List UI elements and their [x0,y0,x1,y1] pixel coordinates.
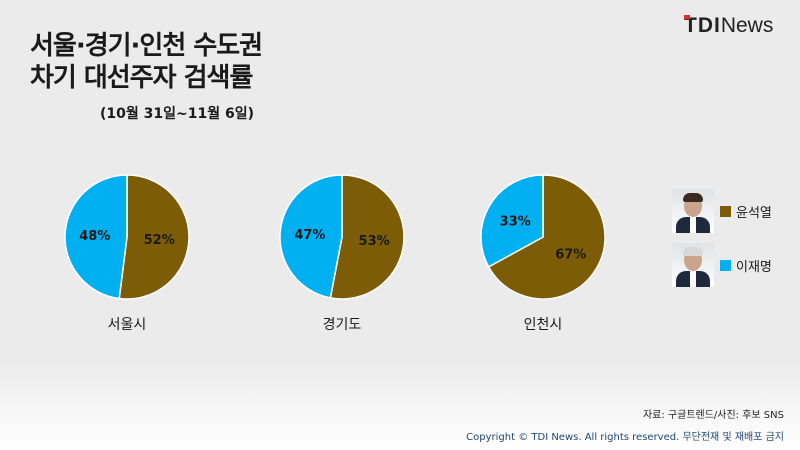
legend-label-yoon: 윤석열 [736,205,772,221]
pie-value-label-incheon-lee: 33% [500,215,531,230]
legend-label-lee: 이재명 [736,259,772,275]
logo-tdi-text: TDI [684,14,721,37]
pie-slice-incheon-yoon [487,174,606,300]
region-label-incheon: 인천시 [524,317,563,333]
lee-photo [672,243,714,287]
region-label-gyeonggi: 경기도 [323,317,362,333]
pie-slice-seoul-lee [64,174,128,300]
source-note: 자료: 구글트렌드/사진: 후보 SNS [642,410,784,421]
pie-value-label-seoul-yoon: 52% [144,233,175,248]
pie-slice-incheon-lee [480,174,544,268]
pie-value-label-gyeonggi-yoon: 53% [359,234,390,249]
pie-slice-gyeonggi-lee [279,174,343,299]
legend-swatch-lee [720,259,731,271]
pie-slice-gyeonggi-yoon [329,174,405,300]
title-line-2: 차기 대선주자 검색률 [30,63,253,93]
chart-title: 서울·경기·인천 수도권 차기 대선주자 검색률 [30,30,263,94]
pie-value-label-seoul-lee: 48% [79,229,110,244]
region-label-seoul: 서울시 [108,317,147,333]
pie-value-label-incheon-yoon: 67% [555,247,586,262]
logo-news-text: News [720,14,774,37]
legend-item-lee: 이재명 [672,243,772,287]
yoon-photo [672,189,714,233]
tdi-news-logo: TDINews [684,14,773,38]
date-range-subtitle: (10월 31일~11월 6일) [100,106,254,122]
legend-swatch-yoon [720,205,731,217]
logo-accent-mark [684,15,690,19]
pie-value-label-gyeonggi-lee: 47% [294,228,325,243]
legend-item-yoon: 윤석열 [672,189,772,233]
copyright-notice: Copyright © TDI News. All rights reserve… [466,432,784,443]
pie-slice-seoul-yoon [118,174,190,300]
title-line-1: 서울·경기·인천 수도권 [30,31,263,61]
